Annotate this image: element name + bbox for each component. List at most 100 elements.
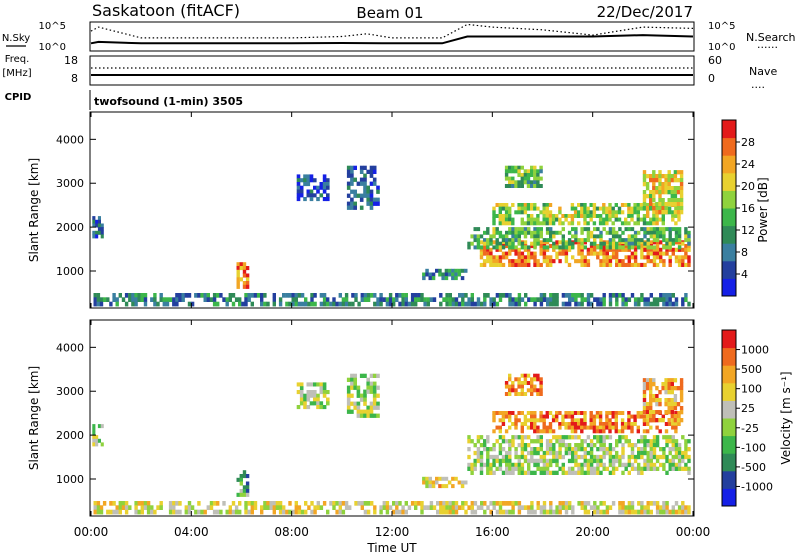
heatmap-cell <box>602 450 606 456</box>
colorbar-tick-label: 100 <box>741 383 762 396</box>
heatmap-cell <box>665 470 669 475</box>
heatmap-cell <box>272 505 276 510</box>
heatmap-cell <box>542 206 546 211</box>
heatmap-cell <box>178 501 182 506</box>
heatmap-cell <box>545 245 550 250</box>
heatmap-cell <box>539 251 543 256</box>
heatmap-cell <box>664 422 669 426</box>
heatmap-cell <box>574 293 578 298</box>
heatmap-cell <box>640 247 644 252</box>
heatmap-cell <box>608 435 613 440</box>
freq-right-tick-bottom: 0 <box>708 72 715 85</box>
heatmap-cell <box>326 297 330 302</box>
heatmap-cell <box>395 293 399 298</box>
heatmap-cell <box>573 206 578 211</box>
colorbar-swatch <box>722 278 736 297</box>
heatmap-cell <box>639 203 644 207</box>
heatmap-cell <box>586 238 591 243</box>
heatmap-cell <box>483 462 487 468</box>
heatmap-cell <box>580 206 584 211</box>
heatmap-cell <box>102 297 107 302</box>
heatmap-cell <box>586 230 591 235</box>
heatmap-cell <box>615 262 619 267</box>
heatmap-cell <box>611 221 615 226</box>
heatmap-cell <box>615 443 619 448</box>
heatmap-cell <box>548 411 553 415</box>
heatmap-cell <box>275 505 280 510</box>
heatmap-cell <box>309 189 314 194</box>
heatmap-cell <box>568 297 572 302</box>
heatmap-cell <box>596 458 600 464</box>
heatmap-cell <box>372 169 377 174</box>
heatmap-cell <box>573 422 578 426</box>
heatmap-cell <box>627 255 631 260</box>
heatmap-cell <box>495 466 499 471</box>
heatmap-cell <box>674 234 679 239</box>
heatmap-cell <box>549 439 553 444</box>
heatmap-cell <box>655 505 660 510</box>
heatmap-cell <box>483 443 487 448</box>
y-tick-label: 3000 <box>56 385 84 398</box>
heatmap-cell <box>514 247 518 252</box>
heatmap-cell <box>662 454 666 460</box>
heatmap-cell <box>236 284 240 289</box>
heatmap-cell <box>589 454 594 460</box>
heatmap-cell <box>508 470 512 475</box>
heatmap-cell <box>561 293 566 298</box>
heatmap-cell <box>473 245 477 250</box>
heatmap-cell <box>545 447 550 452</box>
heatmap-cell <box>658 186 662 191</box>
heatmap-cell <box>662 297 666 302</box>
heatmap-cell <box>344 293 349 298</box>
heatmap-cell <box>555 418 559 423</box>
heatmap-cell <box>542 221 546 226</box>
noise-left-tick-bottom: 10^0 <box>39 42 66 53</box>
heatmap-cell <box>605 435 609 440</box>
heatmap-cell <box>92 431 96 436</box>
heatmap-cell <box>571 509 575 515</box>
heatmap-cell <box>605 411 609 415</box>
heatmap-cell <box>517 392 521 396</box>
heatmap-cell <box>504 244 509 249</box>
heatmap-cell <box>514 377 518 382</box>
heatmap-cell <box>649 234 653 239</box>
power-colorbar-label: Power [dB] <box>756 177 770 242</box>
heatmap-cell <box>642 390 647 395</box>
colorbar-tick-label: 25 <box>741 402 755 415</box>
heatmap-cell <box>558 454 562 460</box>
heatmap-cell <box>501 439 506 444</box>
heatmap-cell <box>679 210 684 215</box>
heatmap-cell <box>319 386 324 391</box>
heatmap-cell <box>637 462 641 468</box>
nsky-series-line <box>90 34 694 45</box>
heatmap-cell <box>533 206 537 211</box>
heatmap-cell <box>373 509 377 515</box>
heatmap-cell <box>643 447 647 452</box>
heatmap-cell <box>677 234 682 239</box>
heatmap-cell <box>504 221 509 226</box>
heatmap-cell <box>464 293 468 298</box>
heatmap-cell <box>551 414 556 419</box>
heatmap-cell <box>520 470 525 475</box>
heatmap-cell <box>517 180 521 185</box>
heatmap-cell <box>492 262 496 267</box>
heatmap-cell <box>476 245 481 250</box>
heatmap-cell <box>558 443 562 448</box>
heatmap-cell <box>360 501 364 506</box>
heatmap-cell <box>583 210 587 215</box>
heatmap-cell <box>523 422 528 426</box>
heatmap-cell <box>549 293 553 298</box>
heatmap-cell <box>608 454 613 460</box>
heatmap-cell <box>520 454 525 460</box>
heatmap-cell <box>359 205 364 210</box>
heatmap-cell <box>539 435 543 440</box>
heatmap-cell <box>661 382 665 387</box>
heatmap-cell <box>567 422 571 426</box>
heatmap-cell <box>571 241 575 246</box>
heatmap-cell <box>567 411 571 415</box>
heatmap-cell <box>495 214 499 218</box>
heatmap-cell <box>143 301 148 307</box>
heatmap-cell <box>470 297 474 302</box>
heatmap-cell <box>640 454 644 460</box>
heatmap-cell <box>508 241 512 246</box>
